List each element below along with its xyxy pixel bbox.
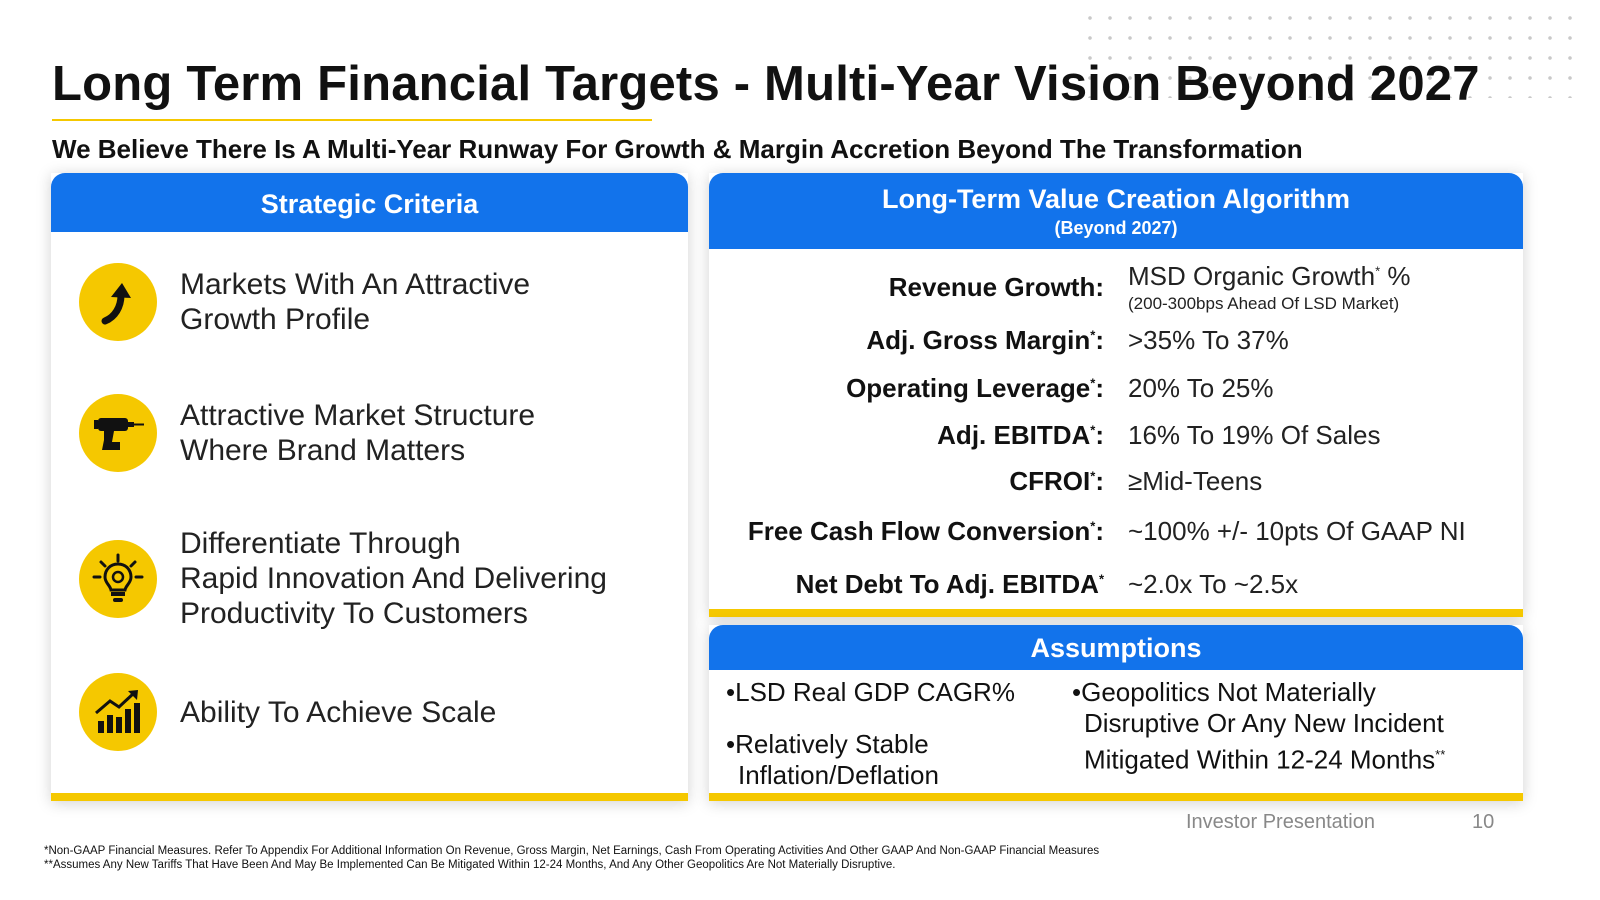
criteria-text: Differentiate Through Rapid Innovation A… xyxy=(180,527,607,630)
panel-accent-bar xyxy=(51,793,688,801)
footnote: *Non-GAAP Financial Measures. Refer To A… xyxy=(44,845,1100,857)
criteria-item: Ability To Achieve Scale xyxy=(79,673,496,751)
target-value: ~2.0x To ~2.5x xyxy=(1128,569,1299,599)
target-row: Revenue Growth: MSD Organic Growth* % (2… xyxy=(709,261,1519,314)
assumption-item: •LSD Real GDP CAGR% xyxy=(726,677,1015,707)
strategic-criteria-header: Strategic Criteria xyxy=(51,173,688,232)
arrow-up-icon xyxy=(79,263,157,341)
target-row: Adj. Gross Margin*: >35% To 37% xyxy=(709,325,1519,356)
target-label: Net Debt To Adj. EBITDA* xyxy=(795,569,1104,599)
assumption-item: •Relatively Stable Inflation/Deflation xyxy=(726,729,939,790)
target-value: 16% To 19% Of Sales xyxy=(1128,420,1381,450)
assumption-item: •Geopolitics Not Materially Disruptive O… xyxy=(1072,677,1446,775)
criteria-item: Attractive Market Structure Where Brand … xyxy=(79,394,535,472)
target-label: Operating Leverage*: xyxy=(846,373,1104,403)
dot-pattern-decoration xyxy=(1080,8,1580,98)
target-value: ≥Mid-Teens xyxy=(1128,466,1263,496)
page-title: Long Term Financial Targets - Multi-Year… xyxy=(52,57,1480,111)
target-row: Adj. EBITDA*: 16% To 19% Of Sales xyxy=(709,420,1519,451)
target-label: Revenue Growth: xyxy=(888,272,1104,302)
criteria-text: Ability To Achieve Scale xyxy=(180,695,497,729)
target-value: >35% To 37% xyxy=(1128,325,1289,355)
target-label: Free Cash Flow Conversion*: xyxy=(747,516,1104,546)
criteria-item: Markets With An Attractive Growth Profil… xyxy=(79,263,530,341)
page-number: 10 xyxy=(1472,811,1495,833)
target-row: Free Cash Flow Conversion*: ~100% +/- 10… xyxy=(709,516,1519,547)
criteria-text: Markets With An Attractive Growth Profil… xyxy=(180,268,531,336)
target-label: Adj. Gross Margin*: xyxy=(866,325,1104,355)
strategic-criteria-panel: Strategic Criteria Markets With An Attra… xyxy=(51,173,688,801)
target-label: Adj. EBITDA*: xyxy=(937,420,1104,450)
lightbulb-icon xyxy=(79,539,157,618)
value-creation-header: Long-Term Value Creation Algorithm (Beyo… xyxy=(709,173,1523,249)
drill-icon xyxy=(79,394,157,472)
value-creation-panel: Long-Term Value Creation Algorithm (Beyo… xyxy=(709,173,1523,617)
criteria-text: Attractive Market Structure Where Brand … xyxy=(180,399,536,467)
assumptions-panel: Assumptions •LSD Real GDP CAGR% •Relativ… xyxy=(709,625,1523,801)
target-value: ~100% +/- 10pts Of GAAP NI xyxy=(1128,516,1466,546)
assumptions-heading: Assumptions xyxy=(1030,633,1202,663)
growth-chart-icon xyxy=(79,673,157,751)
panel-accent-bar xyxy=(709,609,1523,617)
target-value: 20% To 25% xyxy=(1128,373,1274,403)
footer-label: Investor Presentation xyxy=(1186,811,1375,833)
target-row: Operating Leverage*: 20% To 25% xyxy=(709,373,1519,404)
target-row: CFROI*: ≥Mid-Teens xyxy=(709,466,1519,497)
target-row: Net Debt To Adj. EBITDA* ~2.0x To ~2.5x xyxy=(709,569,1519,600)
page-subtitle: We Believe There Is A Multi-Year Runway … xyxy=(52,134,1303,164)
value-creation-subheading: (Beyond 2027) xyxy=(1054,218,1178,238)
title-underline xyxy=(52,119,652,121)
panel-accent-bar xyxy=(709,793,1523,801)
footnote: **Assumes Any New Tariffs That Have Been… xyxy=(44,859,896,871)
target-label: CFROI*: xyxy=(1009,466,1104,496)
assumptions-header: Assumptions xyxy=(709,625,1523,670)
criteria-item: Differentiate Through Rapid Innovation A… xyxy=(79,526,607,631)
target-value: MSD Organic Growth* % (200-300bps Ahead … xyxy=(1128,261,1411,313)
strategic-criteria-heading: Strategic Criteria xyxy=(260,189,479,219)
value-creation-heading: Long-Term Value Creation Algorithm xyxy=(881,184,1351,214)
